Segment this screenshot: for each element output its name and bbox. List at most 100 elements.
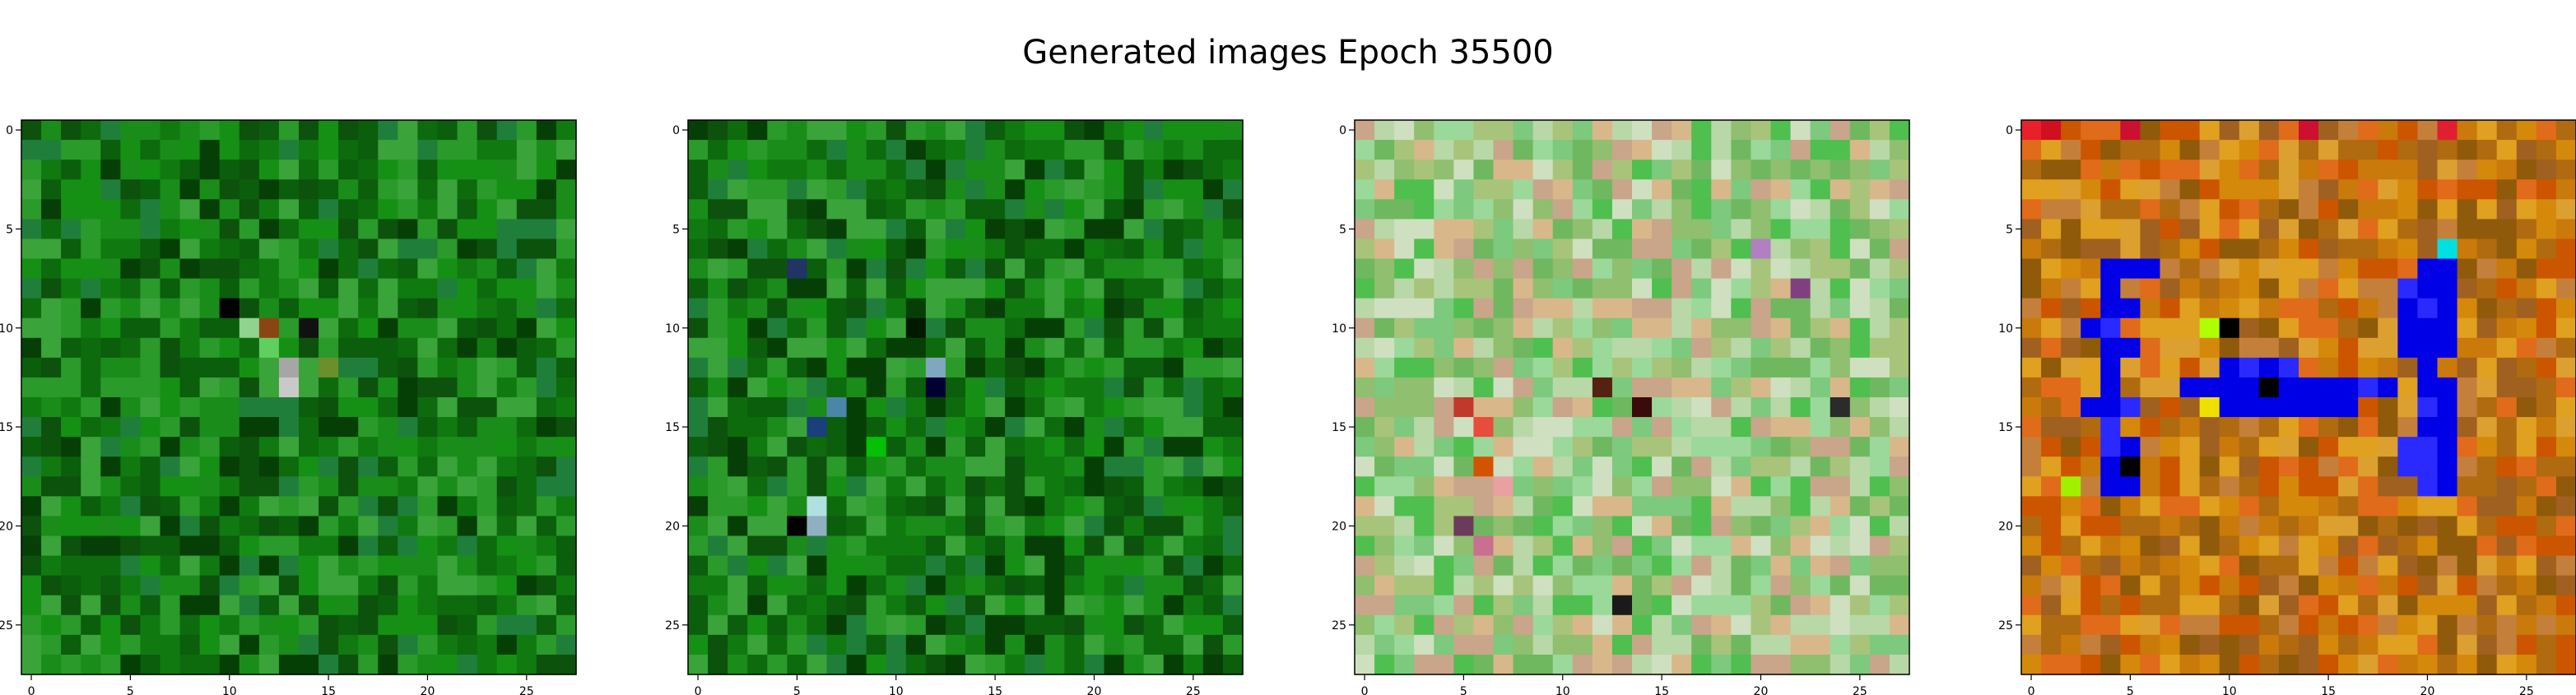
pixel	[258, 219, 280, 240]
pixel	[1810, 140, 1831, 160]
pixel	[2476, 179, 2498, 200]
pixel	[378, 357, 398, 378]
pixel	[2516, 120, 2537, 141]
pixel	[1592, 614, 1613, 636]
pixel	[1064, 179, 1086, 200]
pixel	[1005, 357, 1025, 378]
pixel	[2120, 140, 2141, 160]
pixel	[688, 496, 709, 517]
pixel	[945, 654, 966, 675]
pixel	[536, 654, 557, 675]
pixel	[417, 357, 439, 378]
pixel	[1790, 654, 1811, 675]
pixel	[2100, 219, 2121, 240]
pixel	[2160, 634, 2181, 656]
pixel	[708, 575, 728, 596]
pixel	[120, 199, 142, 220]
x-tick-label: 10	[222, 685, 237, 695]
pixel	[2120, 258, 2141, 280]
pixel	[2199, 575, 2220, 596]
pixel	[1355, 160, 1375, 180]
pixel	[1532, 179, 1554, 200]
pixel	[2417, 377, 2439, 398]
pixel	[2021, 555, 2042, 577]
pixel	[358, 456, 379, 477]
pixel	[1790, 535, 1811, 557]
pixel	[2338, 555, 2359, 577]
pixel	[2140, 496, 2161, 517]
pixel	[319, 337, 339, 359]
pixel	[1572, 575, 1593, 596]
pixel	[1731, 634, 1752, 656]
pixel	[81, 140, 101, 160]
pixel	[1652, 120, 1672, 141]
pixel	[2219, 199, 2240, 220]
pixel	[2299, 417, 2319, 438]
pixel	[120, 278, 142, 299]
pixel	[1025, 437, 1045, 457]
pixel	[2100, 317, 2121, 339]
pixel	[2179, 575, 2201, 596]
pixel	[278, 179, 300, 200]
pixel	[787, 595, 808, 616]
pixel	[2258, 496, 2280, 517]
pixel	[1374, 298, 1395, 319]
pixel	[1572, 179, 1593, 200]
pixel	[708, 258, 728, 280]
pixel	[477, 140, 498, 160]
pixel	[1849, 317, 1871, 339]
pixel	[1652, 140, 1672, 160]
pixel	[866, 160, 887, 180]
pixel	[1183, 179, 1204, 200]
pixel	[1202, 317, 1224, 339]
pixel	[199, 437, 221, 457]
pixel	[945, 239, 966, 260]
pixel	[1632, 317, 1653, 339]
pixel	[2536, 516, 2557, 537]
pixel	[1572, 654, 1593, 675]
pixel	[1731, 377, 1752, 398]
pixel	[457, 317, 478, 339]
pixel	[2318, 179, 2339, 200]
pixel	[457, 634, 478, 656]
pixel	[2397, 456, 2419, 477]
pixel	[807, 160, 828, 180]
pixel	[1473, 397, 1495, 418]
pixel	[2041, 437, 2062, 457]
pixel	[945, 278, 966, 299]
pixel	[1572, 337, 1593, 359]
pixel	[219, 298, 240, 319]
pixel	[556, 516, 577, 537]
pixel	[1889, 575, 1910, 596]
pixel	[556, 437, 577, 457]
pixel	[1849, 337, 1871, 359]
pixel	[1025, 417, 1045, 438]
pixel	[747, 199, 768, 220]
pixel	[1751, 535, 1772, 557]
pixel	[767, 219, 788, 240]
pixel	[1751, 179, 1772, 200]
pixel	[787, 496, 808, 517]
pixel	[1044, 634, 1065, 656]
pixel	[1751, 575, 1772, 596]
pixel	[2120, 614, 2141, 636]
pixel	[2219, 258, 2240, 280]
pixel	[1222, 258, 1244, 280]
pixel	[1163, 140, 1184, 160]
pixel	[258, 140, 280, 160]
pixel	[1394, 179, 1415, 200]
pixel	[2061, 140, 2081, 160]
pixel	[398, 535, 419, 557]
pixel	[1222, 614, 1244, 636]
pixel	[2179, 555, 2201, 577]
pixel	[1532, 199, 1554, 220]
pixel	[2081, 298, 2101, 319]
pixel	[905, 456, 927, 477]
pixel	[2397, 417, 2419, 438]
pixel	[496, 555, 518, 577]
pixel	[398, 595, 419, 616]
pixel	[1084, 160, 1105, 180]
pixel	[767, 654, 788, 675]
pixel	[1493, 614, 1514, 636]
pixel	[2555, 160, 2576, 180]
